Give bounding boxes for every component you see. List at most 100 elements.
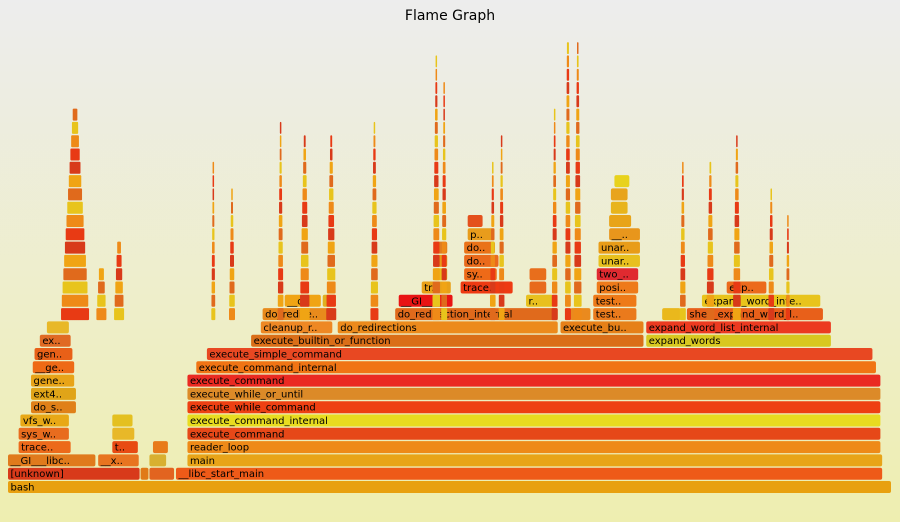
stack-spike-bar[interactable] (279, 148, 282, 161)
frame-s[interactable] (610, 201, 628, 214)
stack-spike-bar[interactable] (499, 241, 504, 254)
stack-spike-bar[interactable] (551, 281, 558, 294)
stack-spike-bar[interactable] (435, 68, 438, 81)
stack-spike-bar[interactable] (442, 148, 446, 161)
stack-spike-bar[interactable] (500, 148, 503, 161)
stack-spike-bar[interactable] (303, 135, 306, 148)
stack-spike-bar[interactable] (435, 108, 438, 121)
stack-spike-bar[interactable] (553, 161, 556, 174)
stack-spike-bar[interactable] (441, 241, 447, 254)
stack-spike-bar[interactable] (574, 268, 582, 281)
frame-bar[interactable] (206, 348, 873, 360)
stack-spike-bar[interactable] (68, 188, 83, 201)
stack-spike-bar[interactable] (69, 161, 81, 174)
frame-bar[interactable] (560, 321, 644, 334)
frame-pat[interactable]: p.. (467, 228, 494, 241)
stack-spike-bar[interactable] (734, 215, 740, 227)
stack-spike-bar[interactable] (373, 161, 376, 174)
frame-bar[interactable] (46, 321, 69, 334)
stack-spike-bar[interactable] (279, 135, 282, 148)
stack-spike-bar[interactable] (706, 281, 714, 294)
frame-execute-simple-command[interactable]: execute_simple_command (206, 348, 873, 361)
stack-spike-bar[interactable] (277, 308, 284, 321)
stack-spike-bar[interactable] (442, 215, 447, 227)
stack-spike-bar[interactable] (371, 241, 378, 254)
frame-s[interactable] (610, 188, 628, 201)
frame-unknown[interactable]: [unknown] (8, 467, 140, 481)
stack-spike-bar[interactable] (329, 175, 334, 188)
stack-spike-bar[interactable] (500, 201, 504, 214)
frame-execute-builtin-or-function[interactable]: execute_builtin_or_function (251, 334, 644, 348)
frame-bar[interactable] (187, 441, 881, 454)
stack-spike-bar[interactable] (733, 268, 741, 281)
frame-bar[interactable] (112, 427, 135, 440)
stack-spike-bar[interactable] (574, 215, 581, 227)
stack-spike-bar[interactable] (300, 294, 310, 307)
frame-execute-buil[interactable]: execute_bu.. (560, 321, 644, 334)
frame-gen[interactable]: __ge.. (32, 361, 75, 374)
stack-spike-bar[interactable] (278, 241, 283, 254)
stack-spike-bar[interactable] (326, 308, 337, 321)
frame-execute-command[interactable]: execute_command (187, 427, 881, 441)
frame-bar[interactable] (337, 321, 558, 334)
frame-bar[interactable] (175, 467, 883, 480)
frame-bar[interactable] (140, 467, 149, 480)
stack-spike-bar[interactable] (64, 241, 86, 254)
frame-tra[interactable] (609, 215, 632, 227)
frame-bar[interactable] (8, 454, 96, 467)
frame-expand-word-internal[interactable]: expand_word_inte.. (701, 294, 821, 308)
frame-ex[interactable]: ex.. (39, 334, 71, 348)
stack-spike-bar[interactable] (432, 281, 440, 294)
frame-d[interactable] (467, 215, 483, 227)
stack-spike-bar[interactable] (443, 95, 445, 108)
stack-spike-bar[interactable] (327, 241, 335, 254)
stack-spike-bar[interactable] (575, 135, 580, 148)
stack-spike-bar[interactable] (299, 308, 310, 321)
stack-spike-bar[interactable] (768, 308, 775, 321)
stack-spike-bar[interactable] (736, 135, 738, 148)
stack-spike-bar[interactable] (553, 108, 556, 121)
stack-spike-bar[interactable] (770, 188, 772, 201)
stack-spike-bar[interactable] (500, 135, 503, 148)
stack-spike-bar[interactable] (576, 95, 580, 108)
stack-spike-bar[interactable] (769, 241, 773, 254)
stack-spike-bar[interactable] (786, 268, 790, 281)
stack-spike-bar[interactable] (564, 308, 571, 321)
stack-spike-bar[interactable] (552, 215, 557, 227)
stack-spike-bar[interactable] (211, 294, 216, 307)
stack-spike-bar[interactable] (574, 281, 582, 294)
stack-spike-bar[interactable] (61, 294, 89, 307)
frame-bar[interactable] (464, 254, 499, 267)
stack-spike-bar[interactable] (785, 308, 790, 321)
stack-spike-bar[interactable] (706, 308, 715, 321)
frame-v[interactable] (614, 175, 630, 188)
stack-spike-bar[interactable] (441, 308, 448, 321)
stack-spike-bar[interactable] (566, 82, 570, 94)
stack-spike-bar[interactable] (491, 188, 494, 201)
stack-spike-bar[interactable] (565, 228, 571, 241)
stack-spike-bar[interactable] (212, 161, 215, 174)
stack-spike-bar[interactable] (786, 241, 789, 254)
stack-spike-bar[interactable] (491, 215, 495, 227)
stack-spike-bar[interactable] (768, 294, 774, 307)
frame-unary[interactable]: unar.. (598, 241, 640, 255)
frame-re[interactable]: r.. (526, 294, 554, 308)
frame-posix[interactable]: posi.. (596, 281, 639, 295)
stack-spike-bar[interactable] (373, 121, 376, 134)
frame-execute-command[interactable]: execute_command (187, 374, 881, 388)
frame-bar[interactable] (526, 294, 554, 307)
stack-spike-bar[interactable] (577, 42, 579, 55)
stack-spike-bar[interactable] (71, 121, 79, 134)
stack-spike-bar[interactable] (114, 308, 125, 321)
stack-spike-bar[interactable] (434, 121, 438, 134)
frame-bar[interactable] (529, 281, 547, 294)
stack-spike-bar[interactable] (491, 201, 495, 214)
frame-sys[interactable]: sy.. (464, 268, 497, 281)
frame-bar[interactable] (529, 268, 547, 281)
stack-spike-bar[interactable] (303, 148, 306, 161)
stack-spike-bar[interactable] (373, 135, 376, 148)
frame-expand-word-list-internal[interactable]: expand_word_list_internal (646, 321, 831, 334)
stack-spike-bar[interactable] (443, 121, 446, 134)
stack-spike-bar[interactable] (326, 281, 336, 294)
stack-spike-bar[interactable] (279, 188, 283, 201)
